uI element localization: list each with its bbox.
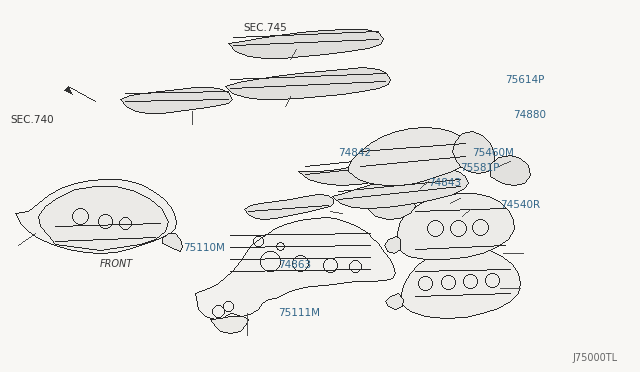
Text: SEC.745: SEC.745 [243, 23, 287, 33]
Text: 74880: 74880 [513, 110, 546, 120]
Text: 75460M: 75460M [472, 148, 514, 158]
Text: 74843: 74843 [428, 178, 461, 188]
Text: SEC.740: SEC.740 [10, 115, 54, 125]
Text: 75110M: 75110M [183, 243, 225, 253]
Text: 75581P: 75581P [460, 163, 499, 173]
Text: FRONT: FRONT [100, 259, 133, 269]
Text: 74842: 74842 [338, 148, 371, 158]
Text: 75111M: 75111M [278, 308, 320, 318]
Text: 75614P: 75614P [505, 75, 545, 85]
Text: 74540R: 74540R [500, 200, 540, 210]
Text: 74863: 74863 [278, 260, 311, 270]
Text: J75000TL: J75000TL [572, 353, 617, 363]
